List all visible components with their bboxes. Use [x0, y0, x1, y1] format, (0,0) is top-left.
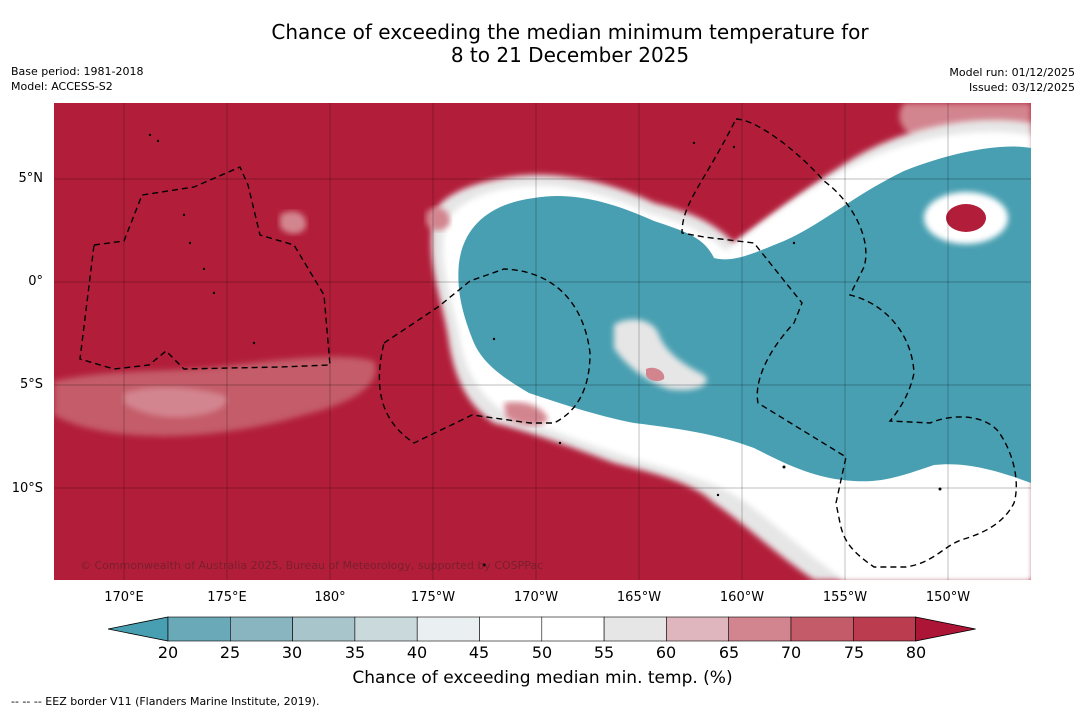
colorbar-tick-55: 55	[593, 643, 615, 662]
map-svg	[54, 103, 1031, 580]
colorbar-tick-65: 65	[718, 643, 740, 662]
colorbar-tick-45: 45	[468, 643, 490, 662]
red-eye-core	[946, 204, 986, 232]
low-probability-area	[458, 146, 1031, 483]
lat-label-10s: 10°S	[11, 481, 43, 496]
colorbar-tick-35: 35	[344, 643, 366, 662]
forecast-map	[54, 103, 1031, 580]
colorbar-cell	[354, 616, 418, 642]
lon-label-170e: 170°E	[104, 590, 144, 605]
colorbar-tick-40: 40	[406, 643, 428, 662]
colorbar-tick-60: 60	[655, 643, 677, 662]
copyright-notice: © Commonwealth of Australia 2025, Bureau…	[80, 559, 544, 572]
lat-label-0: 0°	[28, 274, 43, 289]
colorbar-tick-70: 70	[780, 643, 802, 662]
colorbar-cell	[292, 616, 356, 642]
colorbar-label: Chance of exceeding median min. temp. (%…	[352, 668, 733, 688]
colorbar-cell	[479, 616, 543, 642]
title-line-1: Chance of exceeding the median minimum t…	[271, 20, 869, 44]
colorbar-cells	[108, 616, 976, 642]
lon-label-155w: 155°W	[822, 590, 868, 605]
lon-label-180: 180°	[314, 590, 346, 605]
base-period: Base period: 1981-2018	[11, 65, 144, 78]
pink-spot-center	[646, 367, 665, 382]
colorbar-cell	[666, 616, 730, 642]
eez-kiribati-west	[79, 166, 331, 370]
lon-label-150w: 150°W	[925, 590, 971, 605]
chart-title: Chance of exceeding the median minimum t…	[200, 21, 940, 67]
lat-label-5s: 5°S	[19, 377, 43, 392]
colorbar-tick-75: 75	[843, 643, 865, 662]
island-specks	[148, 133, 942, 567]
lon-label-175e: 175°E	[207, 590, 247, 605]
pink-blob-west	[280, 211, 307, 234]
pink-patch-north	[426, 207, 450, 231]
graticule	[54, 103, 1031, 580]
colorbar-cell	[230, 616, 293, 642]
meta-right: Model run: 01/12/2025 Issued: 03/12/2025	[949, 65, 1075, 95]
lon-label-175w: 175°W	[410, 590, 456, 605]
model-run: Model run: 01/12/2025	[949, 66, 1075, 79]
colorbar-cell	[728, 616, 792, 642]
lon-label-160w: 160°W	[719, 590, 765, 605]
colorbar-tick-25: 25	[219, 643, 241, 662]
light-pink-blob	[124, 387, 227, 418]
colorbar	[108, 616, 976, 642]
colorbar-tick-20: 20	[157, 643, 179, 662]
pink-patch-south	[504, 401, 548, 426]
model-name: Model: ACCESS-S2	[11, 80, 113, 93]
colorbar-tick-30: 30	[281, 643, 303, 662]
colorbar-tick-50: 50	[531, 643, 553, 662]
eez-phoenix	[378, 268, 591, 444]
issued-date: Issued: 03/12/2025	[968, 81, 1075, 94]
lon-label-165w: 165°W	[616, 590, 662, 605]
lat-label-5n: 5°N	[18, 171, 44, 186]
eez-line-islands	[681, 118, 1017, 568]
lon-label-170w: 170°W	[513, 590, 559, 605]
colorbar-arrow-low	[108, 616, 169, 642]
colorbar-cell	[603, 616, 667, 642]
colorbar-cell	[167, 616, 231, 642]
colorbar-cell	[852, 616, 916, 642]
title-line-2: 8 to 21 December 2025	[450, 43, 690, 67]
white-island	[614, 319, 707, 391]
colorbar-cell	[541, 616, 605, 642]
colorbar-cell	[416, 616, 480, 642]
meta-left: Base period: 1981-2018 Model: ACCESS-S2	[11, 64, 143, 94]
eez-borders	[79, 118, 1017, 568]
colorbar-tick-80: 80	[905, 643, 927, 662]
colorbar-arrow-high	[915, 616, 976, 642]
colorbar-cell	[790, 616, 854, 642]
eez-legend-note: -- -- -- EEZ border V11 (Flanders Marine…	[11, 695, 320, 708]
